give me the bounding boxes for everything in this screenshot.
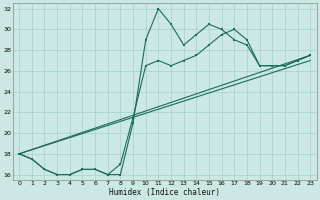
X-axis label: Humidex (Indice chaleur): Humidex (Indice chaleur) — [109, 188, 220, 197]
